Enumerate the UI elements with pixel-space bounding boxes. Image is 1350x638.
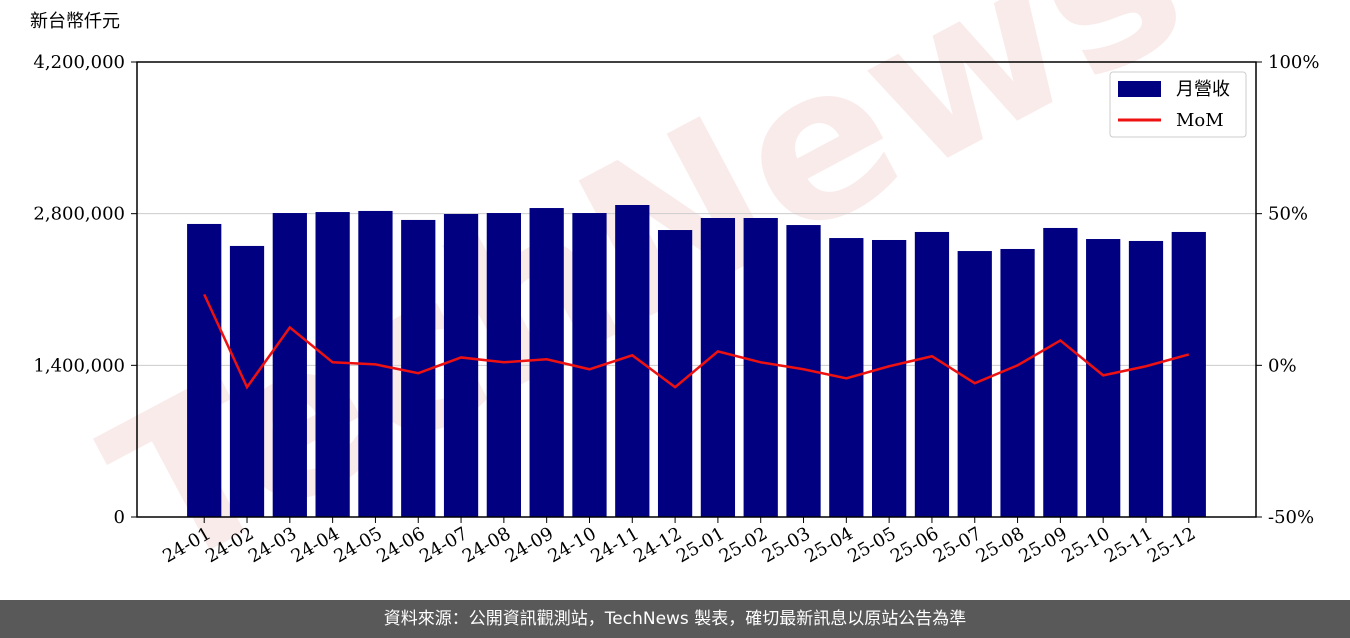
x-tick-label: 25-08 bbox=[973, 523, 1028, 567]
y2-tick-label: 0% bbox=[1268, 355, 1297, 376]
x-tick-label: 25-12 bbox=[1144, 523, 1199, 567]
y-axis-label: 新台幣仟元 bbox=[30, 11, 120, 32]
y-tick-label: 4,200,000 bbox=[33, 52, 125, 73]
footer: 資料來源：公開資訊觀測站，TechNews 製表，確切最新訊息以原站公告為準 bbox=[0, 600, 1350, 638]
line bbox=[203, 293, 1190, 390]
legend-label: 月營收 bbox=[1176, 79, 1230, 100]
bar bbox=[229, 245, 265, 517]
x-tick-label: 25-11 bbox=[1101, 523, 1156, 567]
x-tick-label: 24-11 bbox=[587, 523, 642, 567]
x-tick-label: 25-03 bbox=[759, 523, 814, 567]
bar bbox=[1171, 231, 1206, 517]
bar bbox=[1086, 239, 1121, 517]
bar bbox=[872, 239, 907, 517]
y-tick-label: 0 bbox=[114, 507, 125, 528]
bar bbox=[486, 213, 521, 517]
x-tick-label: 24-12 bbox=[630, 523, 685, 567]
y-tick-label: 2,800,000 bbox=[33, 204, 125, 225]
x-tick-label: 24-10 bbox=[545, 523, 600, 567]
x-tick-label: 25-02 bbox=[716, 523, 771, 567]
x-tick-label: 25-05 bbox=[844, 523, 899, 567]
bar bbox=[657, 230, 693, 517]
bar bbox=[1128, 240, 1164, 517]
x-tick-label: 24-08 bbox=[459, 523, 514, 567]
plot-frame bbox=[136, 61, 1257, 518]
chart: 新台幣仟元 TechNews 01,400,0002,800,0004,200,… bbox=[30, 0, 1319, 619]
x-tick-label: 25-09 bbox=[1015, 523, 1070, 567]
y-tick-label: 1,400,000 bbox=[33, 355, 125, 376]
bar bbox=[1043, 227, 1078, 517]
x-tick-label: 24-06 bbox=[373, 523, 428, 567]
bar bbox=[615, 205, 650, 517]
legend-swatch bbox=[1118, 81, 1161, 97]
x-tick-label: 25-04 bbox=[801, 523, 856, 567]
x-tick-label: 25-10 bbox=[1058, 523, 1113, 567]
x-tick-label: 25-07 bbox=[930, 523, 985, 567]
bar bbox=[914, 231, 950, 517]
legend-label: MoM bbox=[1176, 110, 1224, 131]
bar bbox=[272, 213, 307, 517]
bar bbox=[700, 218, 736, 517]
y2-tick-label: 100% bbox=[1268, 52, 1319, 73]
bar bbox=[1000, 248, 1035, 517]
x-tick-label: 25-01 bbox=[673, 523, 728, 567]
y2-tick-label: -50% bbox=[1268, 507, 1314, 528]
bar bbox=[743, 218, 778, 517]
bar bbox=[315, 212, 350, 517]
x-tick-label: 25-06 bbox=[887, 523, 942, 567]
x-tick-label: 24-07 bbox=[416, 523, 471, 567]
x-tick-label: 24-09 bbox=[502, 523, 557, 567]
bar bbox=[443, 213, 479, 517]
bar bbox=[187, 223, 222, 518]
y2-tick-label: 50% bbox=[1268, 204, 1308, 225]
